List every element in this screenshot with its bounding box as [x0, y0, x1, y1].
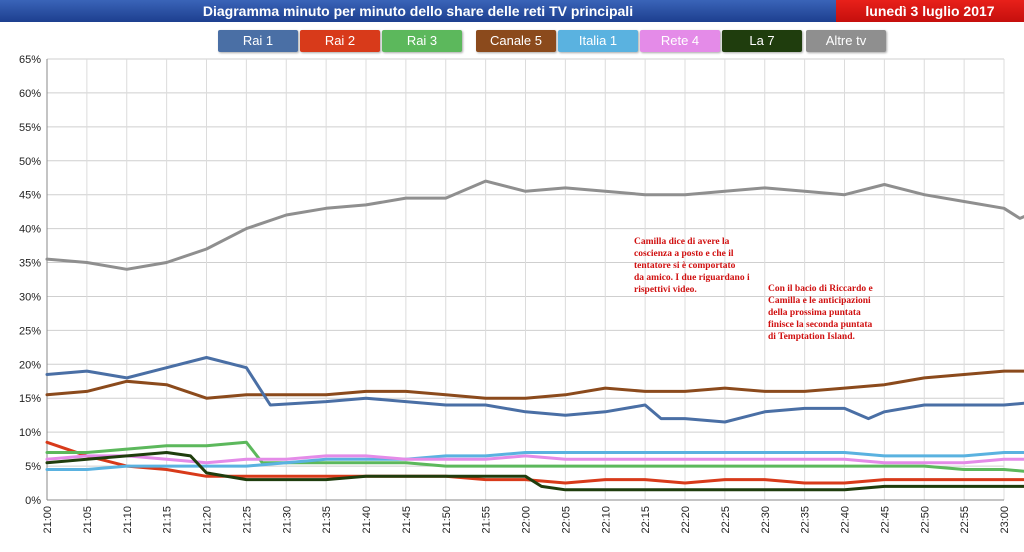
annotation-finale: Con il bacio di Riccardo e Camilla e le …	[768, 284, 873, 342]
x-tick-label: 21:55	[481, 506, 493, 534]
x-tick-label: 22:30	[760, 506, 772, 534]
y-tick-label: 10%	[19, 427, 41, 439]
series-line-rai-3	[45, 440, 1024, 473]
series-line-rai-1	[45, 356, 1024, 424]
y-tick-label: 65%	[19, 54, 41, 66]
legend-item-italia-1: Italia 1	[558, 30, 638, 52]
series-line-italia-1	[45, 451, 1024, 471]
y-tick-label: 55%	[19, 122, 41, 134]
y-tick-label: 5%	[25, 461, 41, 473]
x-tick-label: 22:40	[840, 506, 852, 534]
legend-item-altre-tv: Altre tv	[806, 30, 886, 52]
x-tick-label: 21:00	[42, 506, 54, 534]
x-tick-label: 21:15	[162, 506, 174, 534]
annotation-camilla: Camilla dice di avere la coscienza a pos…	[634, 237, 750, 295]
legend: Rai 1 Rai 2 Rai 3 Canale 5 Italia 1 Rete 4 La …	[0, 30, 1024, 54]
x-tick-label: 22:50	[919, 506, 931, 534]
x-tick-label: 22:05	[560, 506, 572, 534]
y-tick-label: 15%	[19, 393, 41, 405]
series-line-la-7	[45, 451, 1024, 492]
x-tick-label: 21:50	[441, 506, 453, 534]
legend-item-rai-3: Rai 3	[382, 30, 462, 52]
legend-item-rai-2: Rai 2	[300, 30, 380, 52]
x-tick-label: 21:10	[122, 506, 134, 534]
series-line-altre-tv	[45, 179, 1024, 271]
header: Diagramma minuto per minuto dello share …	[0, 0, 1024, 22]
x-tick-label: 21:25	[241, 506, 253, 534]
x-tick-label: 22:00	[521, 506, 533, 534]
date-label: lunedì 3 luglio 2017	[836, 0, 1024, 22]
y-tick-label: 20%	[19, 359, 41, 371]
x-tick-label: 21:30	[281, 506, 293, 534]
x-tick-label: 22:25	[720, 506, 732, 534]
legend-item-la-7: La 7	[722, 30, 802, 52]
x-tick-label: 21:35	[321, 506, 333, 534]
legend-item-canale-5: Canale 5	[476, 30, 556, 52]
series-line-rete-4	[45, 454, 1024, 465]
x-tick-label: 22:15	[640, 506, 652, 534]
y-tick-label: 40%	[19, 224, 41, 236]
x-tick-label: 22:55	[959, 506, 971, 534]
y-tick-label: 50%	[19, 156, 41, 168]
y-tick-label: 0%	[25, 495, 41, 507]
x-tick-label: 22:10	[600, 506, 612, 534]
y-tick-label: 30%	[19, 291, 41, 303]
x-tick-label: 23:00	[999, 506, 1011, 534]
y-tick-label: 45%	[19, 190, 41, 202]
x-tick-label: 21:05	[82, 506, 94, 534]
legend-item-rai-1: Rai 1	[218, 30, 298, 52]
x-tick-label: 22:35	[800, 506, 812, 534]
x-tick-label: 22:45	[879, 506, 891, 534]
x-tick-label: 22:20	[680, 506, 692, 534]
x-tick-label: 21:40	[361, 506, 373, 534]
y-tick-label: 25%	[19, 325, 41, 337]
chart-title: Diagramma minuto per minuto dello share …	[0, 0, 836, 22]
legend-item-rete-4: Rete 4	[640, 30, 720, 52]
y-tick-label: 60%	[19, 88, 41, 100]
x-tick-label: 21:45	[401, 506, 413, 534]
y-tick-label: 35%	[19, 258, 41, 270]
x-tick-label: 21:20	[202, 506, 214, 534]
